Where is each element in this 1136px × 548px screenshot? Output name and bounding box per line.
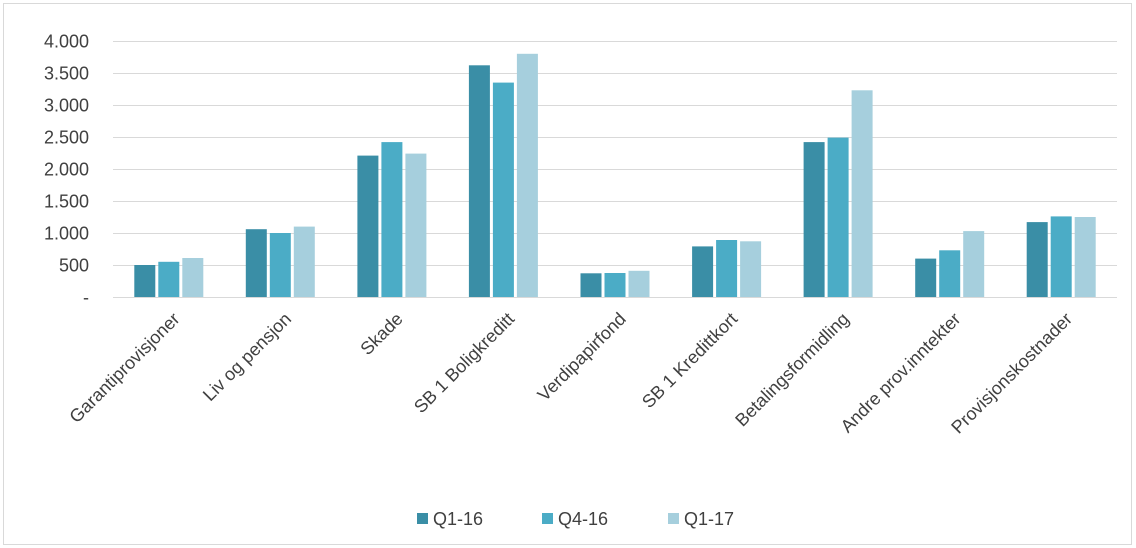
bar-q4-16-3: [492, 82, 514, 297]
y-axis-ticks: - 500 1.000 1.500 2.000 2.500 3.000 3.500 4.000: [44, 32, 89, 308]
bar-q1-17-6: [851, 90, 873, 297]
bar-q4-16-6: [827, 137, 849, 297]
bar-q1-17-3: [516, 53, 538, 297]
legend-swatch: [417, 513, 428, 524]
bar-q1-16-0: [134, 265, 156, 297]
bar-q1-16-5: [692, 246, 714, 297]
bar-q4-16-8: [1050, 216, 1072, 297]
legend-swatch: [542, 513, 553, 524]
x-category-label: SB 1 Boligkreditt: [410, 309, 518, 417]
y-tick-label: -: [83, 288, 89, 308]
y-tick-label: 3.000: [44, 96, 89, 116]
bar-q1-17-7: [963, 231, 985, 297]
bar-q1-16-3: [468, 65, 490, 297]
bar-q4-16-4: [604, 273, 626, 297]
legend-label: Q1-17: [684, 509, 734, 529]
bar-q4-16-2: [381, 142, 403, 297]
bar-q1-16-8: [1026, 222, 1048, 297]
y-tick-label: 2.500: [44, 128, 89, 148]
x-category-label: Betalingsformidling: [731, 309, 853, 431]
legend-label: Q1-16: [433, 509, 483, 529]
y-tick-label: 500: [59, 256, 89, 276]
x-category-label: SB 1 Kredittkort: [638, 309, 741, 412]
legend-label: Q4-16: [558, 509, 608, 529]
bar-q1-16-1: [245, 229, 267, 297]
x-category-label: Garantiprovisjoner: [65, 309, 183, 427]
bar-q1-16-7: [915, 258, 937, 297]
bar-q1-17-5: [740, 241, 762, 297]
bar-q1-17-2: [405, 153, 427, 297]
bar-q1-16-6: [803, 142, 825, 297]
bar-q4-16-7: [939, 250, 961, 297]
bar-q4-16-1: [269, 233, 291, 297]
y-tick-label: 3.500: [44, 64, 89, 84]
bar-q1-16-2: [357, 155, 379, 297]
x-category-label: Andre prov.inntekter: [837, 309, 965, 437]
bar-q1-17-8: [1074, 217, 1096, 297]
bar-q4-16-0: [158, 261, 180, 297]
x-category-label: Skade: [356, 309, 406, 359]
legend: Q1-16 Q4-16 Q1-17: [417, 509, 734, 529]
bars: [134, 53, 1096, 297]
bar-q1-17-4: [628, 270, 650, 297]
legend-swatch: [668, 513, 679, 524]
x-category-label: Liv og pensjon: [199, 309, 295, 405]
x-category-label: Provisjonskostnader: [947, 309, 1076, 438]
y-tick-label: 1.500: [44, 192, 89, 212]
bar-q4-16-5: [716, 240, 738, 297]
y-tick-label: 2.000: [44, 160, 89, 180]
y-tick-label: 4.000: [44, 32, 89, 52]
bar-q1-17-0: [182, 258, 204, 297]
bar-q1-17-1: [293, 226, 315, 297]
bar-q1-16-4: [580, 273, 602, 297]
x-category-label: Verdipapirfond: [534, 309, 630, 405]
y-tick-label: 1.000: [44, 224, 89, 244]
x-axis-labels: Garantiprovisjoner Liv og pensjon Skade SB …: [65, 309, 1076, 438]
